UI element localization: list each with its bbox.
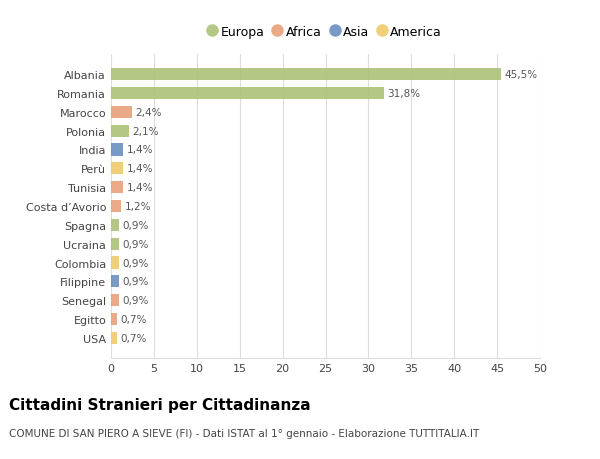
Text: 0,9%: 0,9% xyxy=(122,239,149,249)
Text: 0,7%: 0,7% xyxy=(121,333,147,343)
Text: 45,5%: 45,5% xyxy=(505,70,538,80)
Legend: Europa, Africa, Asia, America: Europa, Africa, Asia, America xyxy=(205,22,446,42)
Text: 31,8%: 31,8% xyxy=(387,89,421,99)
Bar xyxy=(111,238,119,250)
Bar xyxy=(111,313,117,325)
Bar xyxy=(111,125,129,137)
Bar xyxy=(111,163,123,175)
Text: 2,4%: 2,4% xyxy=(135,107,161,118)
Bar xyxy=(111,182,123,194)
Text: 1,4%: 1,4% xyxy=(127,183,153,193)
Text: 1,2%: 1,2% xyxy=(125,202,151,212)
Text: 0,7%: 0,7% xyxy=(121,314,147,325)
Text: 0,9%: 0,9% xyxy=(122,258,149,268)
Text: 2,1%: 2,1% xyxy=(133,126,159,136)
Text: 1,4%: 1,4% xyxy=(127,164,153,174)
Bar xyxy=(111,276,119,288)
Text: 0,9%: 0,9% xyxy=(122,277,149,287)
Text: 0,9%: 0,9% xyxy=(122,296,149,306)
Bar xyxy=(111,332,117,344)
Bar xyxy=(111,294,119,307)
Text: 0,9%: 0,9% xyxy=(122,220,149,230)
Text: COMUNE DI SAN PIERO A SIEVE (FI) - Dati ISTAT al 1° gennaio - Elaborazione TUTTI: COMUNE DI SAN PIERO A SIEVE (FI) - Dati … xyxy=(9,428,479,438)
Bar xyxy=(111,144,123,156)
Text: Cittadini Stranieri per Cittadinanza: Cittadini Stranieri per Cittadinanza xyxy=(9,397,311,412)
Bar xyxy=(111,106,131,119)
Bar xyxy=(111,219,119,231)
Bar xyxy=(111,69,502,81)
Bar xyxy=(111,88,384,100)
Bar xyxy=(111,257,119,269)
Bar xyxy=(111,201,121,213)
Text: 1,4%: 1,4% xyxy=(127,145,153,155)
